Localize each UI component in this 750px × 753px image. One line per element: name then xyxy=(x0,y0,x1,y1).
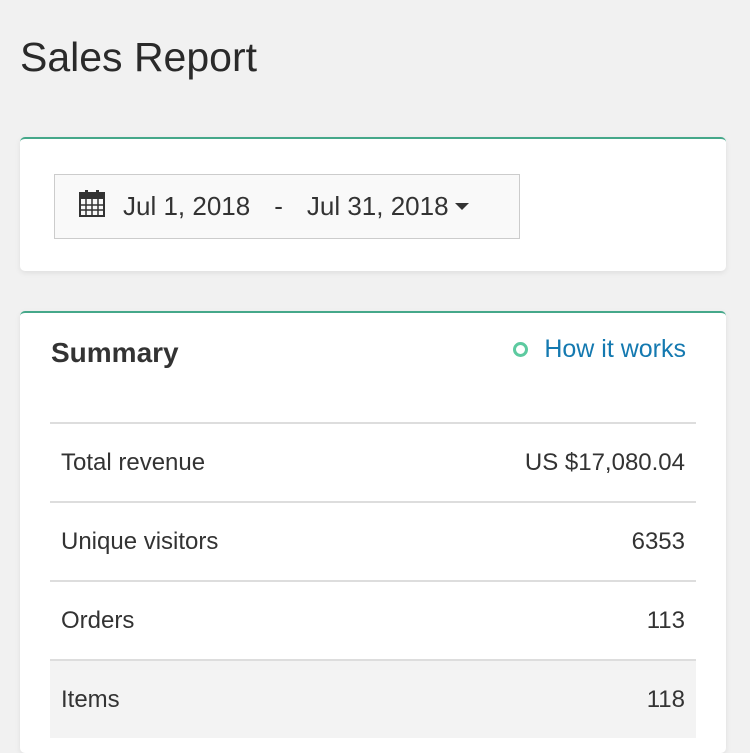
end-date: Jul 31, 2018 xyxy=(306,191,449,221)
row-value: 118 xyxy=(370,659,696,738)
how-it-works-link[interactable]: How it works xyxy=(513,335,686,364)
date-separator: - xyxy=(274,191,283,221)
row-label: Total revenue xyxy=(50,422,371,502)
summary-title: Summary xyxy=(51,337,179,368)
caret-down-icon xyxy=(454,203,469,210)
date-range-card: Jul 1, 2018 - Jul 31, 2018 xyxy=(20,137,726,271)
start-date: Jul 1, 2018 xyxy=(123,191,251,221)
table-row: Orders 113 xyxy=(50,580,696,660)
row-value: US $17,080.04 xyxy=(370,422,696,502)
page-title: Sales Report xyxy=(20,34,258,80)
summary-table: Total revenue US $17,080.04 Unique visito… xyxy=(50,422,696,738)
summary-card: Summary How it works Total revenue US $17… xyxy=(20,311,726,753)
calendar-icon xyxy=(79,189,105,224)
how-it-works-label: How it works xyxy=(544,335,686,363)
row-label: Items xyxy=(50,659,371,738)
row-value: 113 xyxy=(370,580,696,660)
table-row: Total revenue US $17,080.04 xyxy=(50,422,696,502)
row-value: 6353 xyxy=(370,501,696,581)
table-row: Items 118 xyxy=(50,659,696,738)
table-row: Unique visitors 6353 xyxy=(50,501,696,581)
circle-icon xyxy=(513,342,529,357)
row-label: Orders xyxy=(50,580,371,660)
date-range-picker[interactable]: Jul 1, 2018 - Jul 31, 2018 xyxy=(54,174,520,239)
row-label: Unique visitors xyxy=(50,501,371,581)
